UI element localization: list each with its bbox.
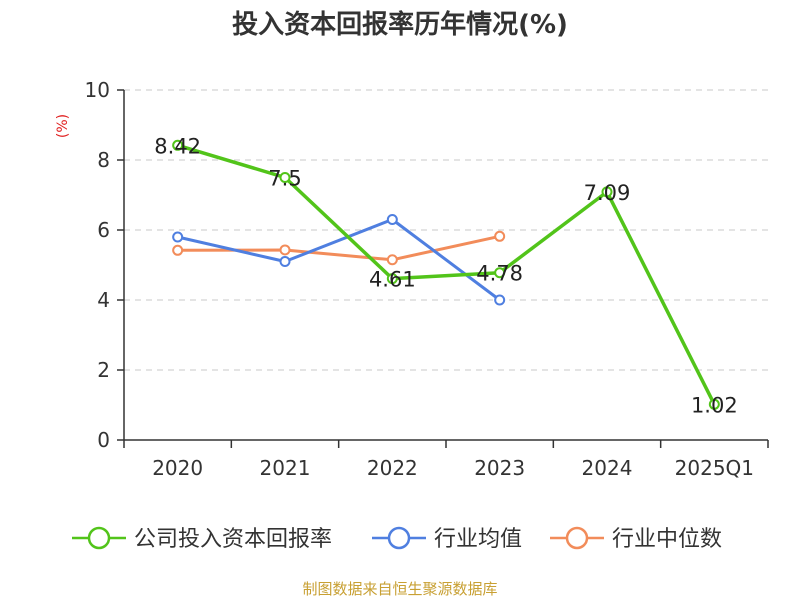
series-line — [177, 143, 716, 406]
data-label: 4.61 — [369, 268, 416, 292]
data-label: 8.42 — [154, 134, 201, 158]
axes: 0 2 4 6 8 10 2020 2021 2022 2023 2024 2025Q1 — [85, 78, 769, 480]
grid-lines — [124, 89, 768, 371]
y-tick-label: 4 — [97, 288, 110, 312]
legend-item[interactable]: 行业均值 — [372, 526, 522, 552]
data-point — [708, 398, 720, 410]
y-tick-label: 0 — [97, 428, 110, 452]
data-point — [279, 172, 291, 183]
y-tick-label: 10 — [85, 78, 110, 102]
legend-swatch-marker — [387, 526, 411, 550]
data-label: 4.78 — [476, 262, 523, 286]
data-point — [386, 254, 398, 266]
data-point — [172, 231, 184, 243]
legend-label: 行业中位数 — [612, 527, 722, 552]
x-tick-label: 2020 — [152, 456, 203, 480]
data-point — [386, 214, 398, 225]
y-tick-label: 8 — [97, 148, 110, 172]
source-note: 制图数据来自恒生聚源数据库 — [302, 580, 497, 598]
legend-label: 公司投入资本回报率 — [134, 527, 332, 552]
y-axis-unit: (%) — [55, 114, 71, 138]
x-tick-label: 2021 — [260, 456, 311, 480]
legend-swatch-marker — [565, 526, 589, 550]
data-point — [172, 139, 184, 151]
data-point — [279, 256, 291, 267]
data-label: 7.5 — [268, 167, 301, 191]
legend-label: 行业均值 — [434, 527, 522, 552]
data-point — [386, 273, 398, 285]
data-point — [494, 267, 506, 279]
legend: 公司投入资本回报率 行业均值 行业中位数 — [72, 526, 722, 552]
chart-title: 投入资本回报率历年情况(%) — [232, 9, 568, 40]
data-point — [601, 186, 613, 198]
series-line — [177, 218, 501, 302]
data-point — [494, 230, 506, 242]
data-label: 7.09 — [584, 181, 631, 205]
series — [172, 139, 720, 410]
data-point — [494, 294, 506, 306]
x-tick-label: 2022 — [367, 456, 418, 480]
x-tick-label: 2023 — [474, 456, 525, 480]
data-point — [172, 244, 184, 256]
legend-swatch-marker — [87, 526, 111, 550]
x-tick-label: 2024 — [582, 456, 633, 480]
data-label: 1.02 — [691, 393, 738, 417]
data-point — [279, 244, 291, 256]
data-labels: 8.42 7.5 4.61 4.78 7.09 1.02 — [154, 134, 737, 417]
legend-item[interactable]: 行业中位数 — [550, 526, 722, 552]
legend-item[interactable]: 公司投入资本回报率 — [72, 526, 332, 552]
y-tick-label: 6 — [97, 218, 110, 242]
x-tick-label: 2025Q1 — [675, 456, 754, 480]
y-tick-label: 2 — [97, 358, 110, 382]
